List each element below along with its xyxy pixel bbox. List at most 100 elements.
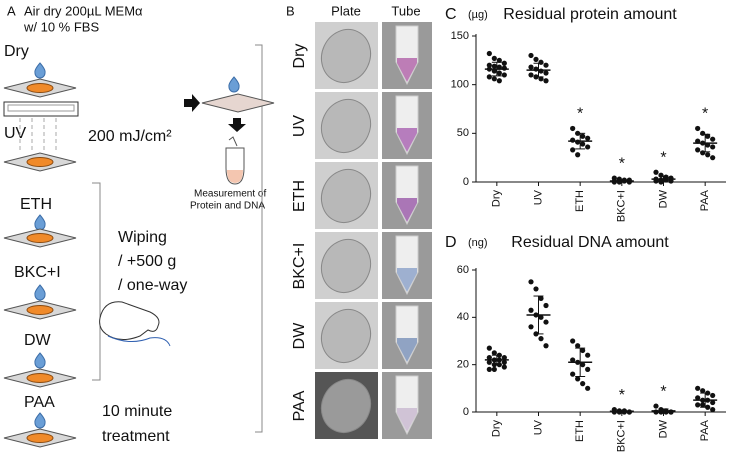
data-point [538, 295, 544, 301]
data-point [491, 55, 497, 61]
data-point [710, 155, 716, 161]
x-tick-label: BKC+I [616, 190, 628, 222]
data-point [538, 59, 544, 65]
data-point [486, 354, 492, 361]
data-point [533, 286, 539, 292]
droplet [34, 214, 46, 231]
x-tick-label: DW [657, 419, 669, 438]
data-point [705, 133, 711, 139]
sample [26, 83, 54, 93]
axis-unit: (ng) [468, 237, 488, 249]
data-point [695, 385, 701, 391]
data-point [575, 376, 581, 382]
data-point [570, 357, 576, 363]
paa-time: treatment [102, 428, 170, 445]
droplet [34, 62, 46, 79]
data-point [528, 307, 534, 313]
data-point [501, 354, 507, 361]
row-label: Dry [291, 44, 308, 69]
data-point [700, 150, 706, 156]
x-tick-label: PAA [699, 419, 711, 441]
uv-dose: 200 mJ/cm² [88, 128, 172, 145]
data-point [496, 78, 502, 84]
uv-rays [19, 118, 57, 150]
significance: * [619, 387, 625, 404]
data-point [695, 395, 701, 401]
y-tick-label: 60 [457, 264, 469, 276]
x-tick-label: UV [532, 419, 544, 435]
wiping: Wiping [118, 229, 167, 246]
data-point [580, 347, 586, 354]
tube-liquid [397, 408, 417, 432]
row-label: UV [291, 115, 308, 138]
step-label: UV [4, 125, 27, 142]
data-point [486, 62, 492, 68]
y-tick-label: 50 [457, 127, 469, 139]
step-label: ETH [20, 196, 52, 213]
data-point [543, 78, 549, 84]
data-point [543, 70, 549, 76]
data-point [486, 50, 492, 57]
data-point [543, 302, 549, 309]
data-point [528, 64, 534, 70]
data-point [710, 136, 716, 142]
axis-unit: (µg) [468, 9, 488, 21]
data-point [486, 359, 492, 365]
data-point [570, 338, 576, 344]
data-point [501, 60, 507, 66]
bracket [92, 182, 101, 381]
droplet [34, 284, 46, 301]
measurement: Measurement of [194, 189, 266, 200]
data-point [570, 137, 576, 143]
data-point [570, 147, 576, 153]
y-tick-label: 150 [451, 30, 469, 42]
data-point [533, 66, 539, 72]
y-tick-label: 0 [463, 176, 469, 188]
column-label: Tube [391, 3, 420, 18]
data-point [491, 366, 497, 372]
plate-spot [320, 309, 372, 363]
tube-liquid [397, 198, 417, 222]
data-point [585, 352, 591, 358]
data-point [501, 364, 507, 370]
tube-liquid [397, 128, 417, 152]
data-point [575, 343, 581, 349]
data-point [580, 381, 586, 387]
data-point [580, 133, 586, 139]
data-point [543, 343, 549, 349]
data-point [496, 70, 502, 76]
droplet [34, 352, 46, 369]
y-tick-label: 20 [457, 359, 469, 371]
paa-time: 10 minute [102, 403, 172, 420]
y-tick-label: 0 [463, 406, 469, 418]
sample [26, 305, 54, 315]
panel-label: C [445, 6, 457, 23]
wiping: / +500 g [118, 253, 176, 270]
step-label: DW [24, 332, 52, 349]
data-point [496, 57, 502, 63]
significance: * [577, 106, 583, 123]
panel-b: B Plate Tube [286, 3, 421, 18]
data-point [486, 74, 492, 80]
plate-spot [320, 239, 372, 293]
sample [26, 433, 54, 443]
sample [26, 373, 54, 383]
data-point [700, 130, 706, 136]
data-point [585, 135, 591, 141]
plate-spot [320, 99, 372, 153]
step-label: PAA [24, 394, 55, 411]
data-point [538, 76, 544, 82]
data-point [653, 169, 659, 175]
data-point [501, 359, 507, 365]
data-point [570, 371, 576, 377]
data-point [575, 139, 581, 145]
tube-liquid [397, 338, 417, 362]
sample [26, 233, 54, 243]
data-point [528, 279, 534, 285]
row-label: PAA [291, 390, 308, 421]
data-point [705, 152, 711, 158]
data-point [658, 172, 664, 178]
data-point [486, 366, 492, 372]
data-point [710, 144, 716, 150]
panel-a: A Air dry 200µL MEMα w/ 10 % FBS Dry UV … [3, 3, 266, 445]
